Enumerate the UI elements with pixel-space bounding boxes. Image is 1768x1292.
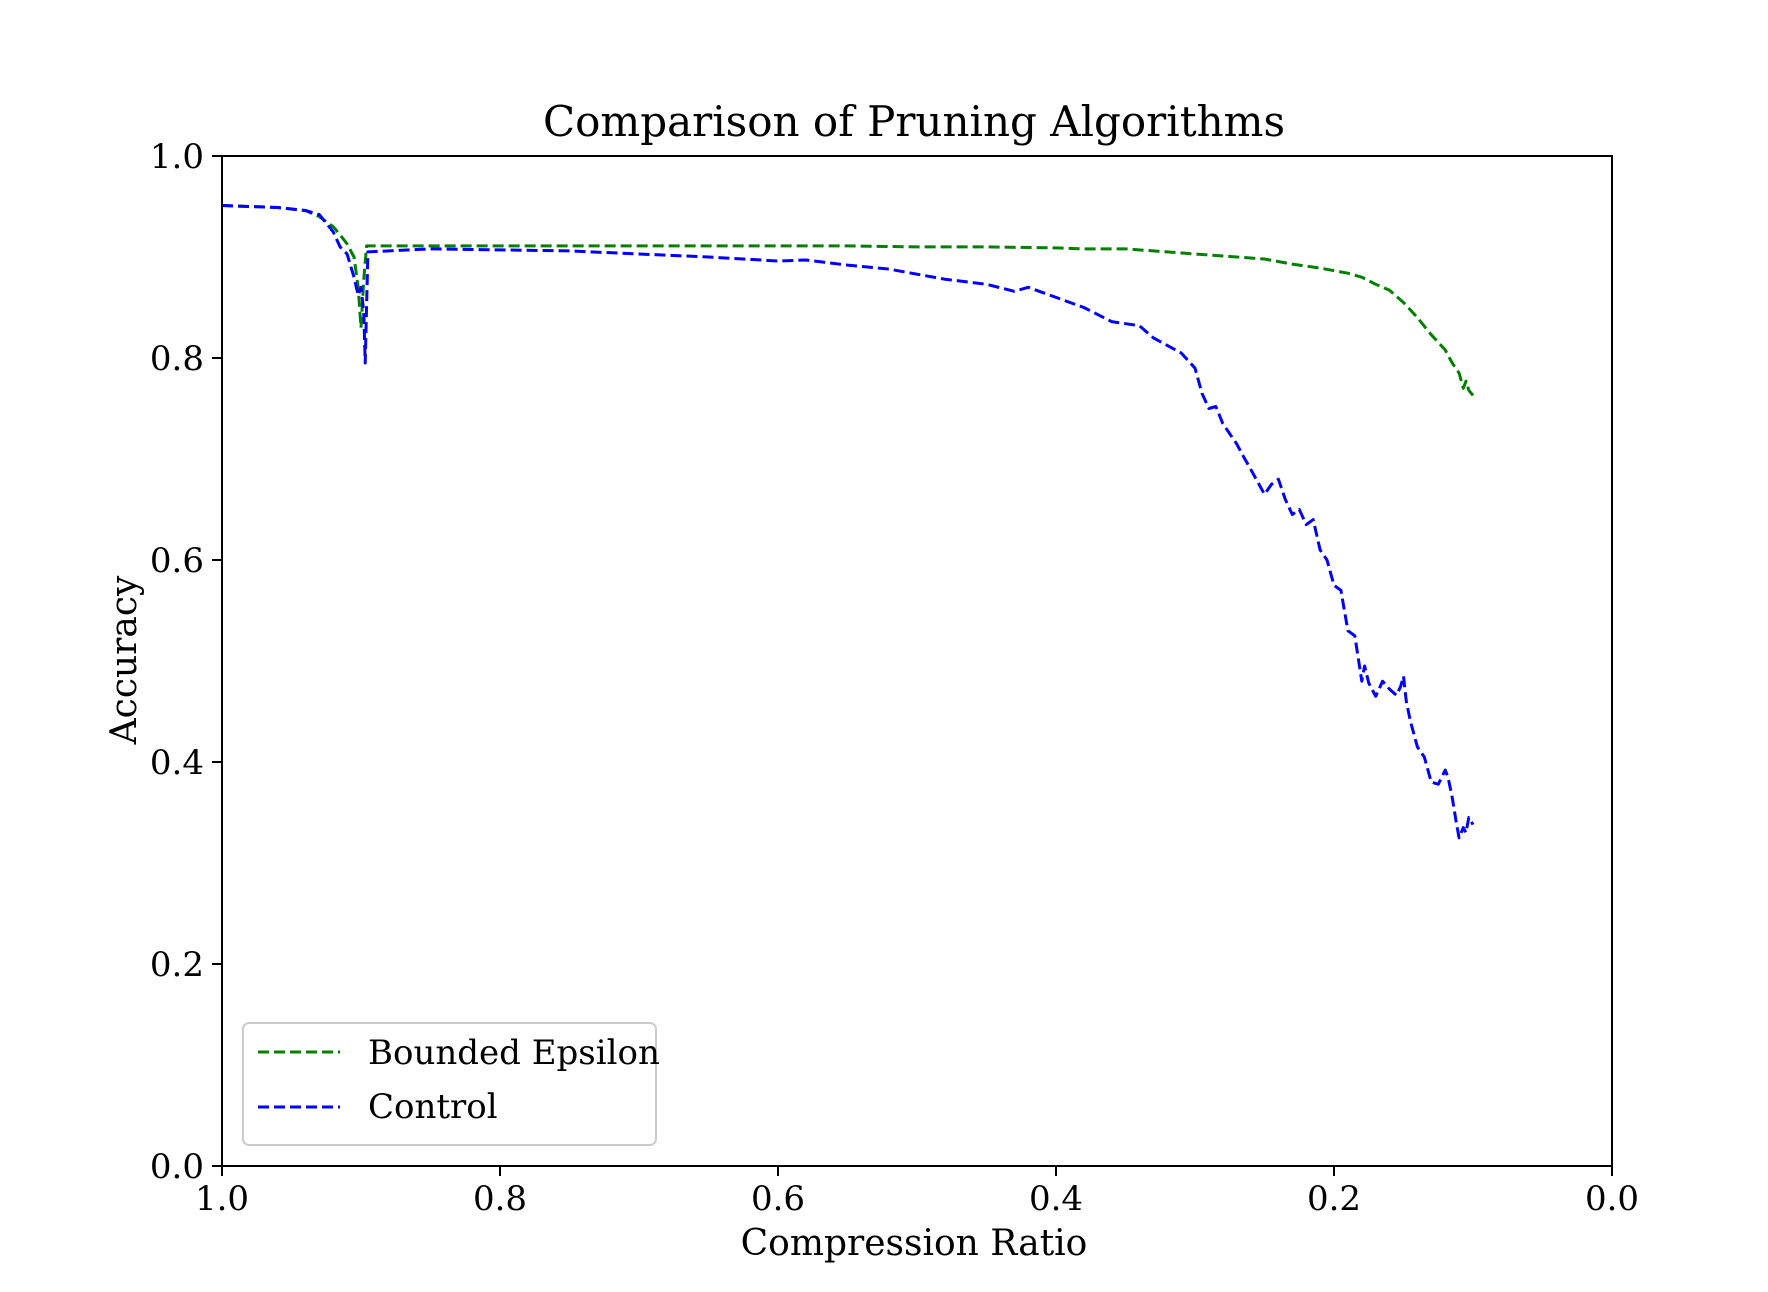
legend: Bounded Epsilon Control (242, 1022, 660, 1146)
x-tick-label: 0.4 (1029, 1179, 1083, 1219)
x-tick-label: 0.8 (473, 1179, 527, 1219)
chart-title: Comparison of Pruning Algorithms (543, 97, 1285, 146)
y-tick-label: 1.0 (150, 137, 204, 177)
y-tick-label: 0.0 (150, 1147, 204, 1187)
legend-label-bounded-epsilon: Bounded Epsilon (368, 1033, 660, 1073)
y-tick-label: 0.6 (150, 541, 204, 581)
x-tick-label: 0.6 (751, 1179, 805, 1219)
x-axis-label: Compression Ratio (741, 1223, 1088, 1264)
x-tick-label: 1.0 (195, 1179, 249, 1219)
series-line-control (221, 204, 1475, 840)
y-axis-label: Accuracy (104, 575, 145, 745)
plot-frame (221, 155, 1613, 1167)
y-axis-ticks: 0.0 0.2 0.4 0.6 0.8 1.0 (150, 137, 222, 1187)
x-axis-ticks: 1.0 0.8 0.6 0.4 0.2 0.0 (195, 1166, 1639, 1219)
series-line-bounded-epsilon (221, 204, 1475, 397)
y-tick-label: 0.2 (150, 945, 204, 985)
legend-label-control: Control (368, 1087, 498, 1127)
plot-lines (221, 204, 1475, 840)
x-tick-label: 0.2 (1307, 1179, 1361, 1219)
y-tick-label: 0.4 (150, 743, 204, 783)
x-tick-label: 0.0 (1585, 1179, 1639, 1219)
legend-box (242, 1022, 657, 1146)
y-tick-label: 0.8 (150, 339, 204, 379)
